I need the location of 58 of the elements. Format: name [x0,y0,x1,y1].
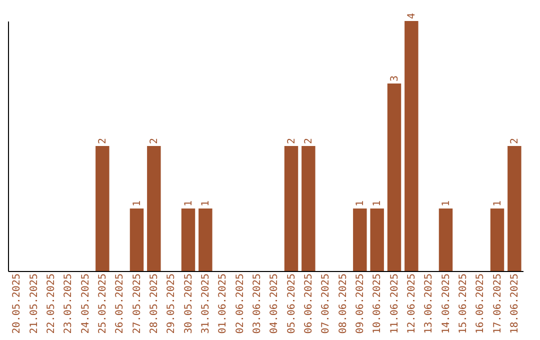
x-tick-label: 01.06.2025 [218,274,229,334]
bar [438,208,453,271]
bar [147,146,161,271]
x-tick-label: 28.05.2025 [148,274,160,334]
data-label: 4 [406,12,418,19]
x-tick-label: 10.06.2025 [372,274,384,334]
bar [181,208,196,271]
x-tick-label: 31.05.2025 [200,274,212,334]
x-tick-label: 16.06.2025 [475,274,486,334]
x-tick-label: 21.05.2025 [28,274,40,334]
bar [302,146,316,271]
data-label: 3 [389,75,400,82]
x-tick-label: 29.05.2025 [166,274,178,334]
x-tick-label: 07.06.2025 [320,274,332,334]
data-label: 2 [286,138,298,144]
data-label: 1 [492,200,504,206]
x-tick-label: 12.06.2025 [406,274,418,334]
data-label: 1 [183,200,194,206]
x-tick-label: 22.05.2025 [46,274,57,334]
x-tick-label: 13.06.2025 [424,274,435,334]
x-tick-label: 17.06.2025 [492,274,504,334]
bar [284,146,298,271]
bar [130,208,144,271]
data-label: 1 [132,200,143,206]
data-label: 2 [148,138,160,144]
x-tick-label: 23.05.2025 [63,274,74,334]
x-tick-label: 03.06.2025 [252,274,263,334]
x-tick-label: 05.06.2025 [286,274,298,334]
x-tick-label: 24.05.2025 [80,274,92,334]
x-tick-label: 02.06.2025 [234,274,246,334]
x-tick-label: 04.06.2025 [269,274,280,334]
x-tick-label: 14.06.2025 [440,274,452,334]
data-label: 1 [440,200,452,206]
data-label: 2 [509,138,520,144]
x-tick-label: 25.05.2025 [97,274,108,334]
x-tick-label: 11.06.2025 [389,274,400,334]
data-label: 2 [97,138,108,144]
bar [404,21,418,271]
x-tick-label: 30.05.2025 [183,274,194,334]
x-tick-label: 09.06.2025 [354,274,366,334]
bar [387,84,402,271]
bar [490,208,504,271]
bar [370,208,384,271]
bar [96,146,110,271]
x-tick-label: 18.06.2025 [509,274,520,334]
data-label: 1 [200,200,212,206]
data-label: 2 [303,138,314,144]
x-tick-label: 06.06.2025 [303,274,314,334]
bar [353,208,367,271]
bar [198,208,212,271]
data-label: 1 [354,200,366,206]
bar [508,146,522,271]
x-tick-label: 27.05.2025 [132,274,143,334]
x-tick-label: 20.05.2025 [12,274,23,334]
x-tick-label: 08.06.2025 [338,274,349,334]
x-tick-label: 15.06.2025 [458,274,469,334]
x-tick-label: 26.05.2025 [114,274,126,334]
data-label: 1 [372,200,384,206]
